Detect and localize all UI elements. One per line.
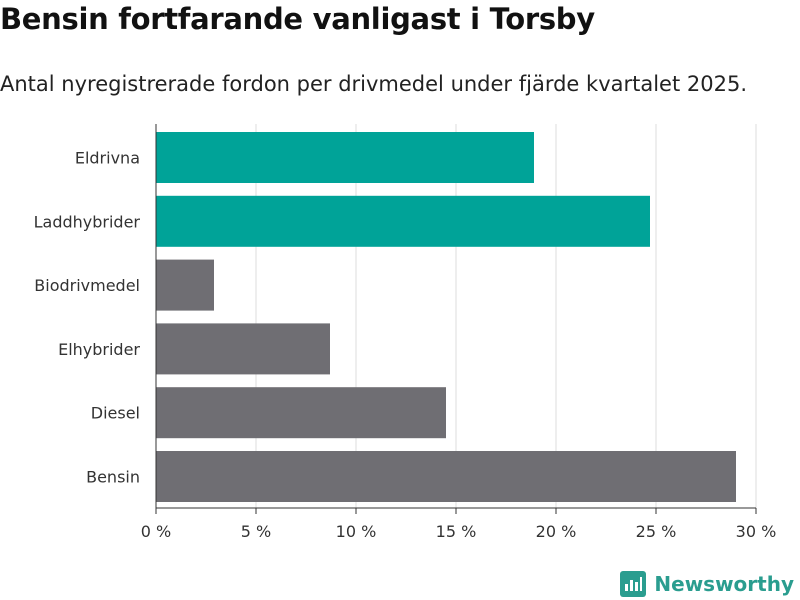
bar-biodrivmedel <box>156 259 214 311</box>
category-label: Laddhybrider <box>34 212 141 231</box>
x-tick-label: 30 % <box>736 522 777 541</box>
x-tick-label: 15 % <box>436 522 477 541</box>
x-tick-label: 0 % <box>141 522 171 541</box>
bar-eldrivna <box>156 132 534 183</box>
bar-laddhybrider <box>156 195 650 247</box>
category-label: Eldrivna <box>75 149 140 168</box>
gridlines <box>255 124 757 508</box>
newsworthy-logo-icon <box>620 571 647 597</box>
bar-bensin <box>156 451 736 502</box>
x-tick-label: 20 % <box>536 522 577 541</box>
category-labels: Eldrivna Laddhybrider Biodrivmedel Elhybrid… <box>34 149 141 487</box>
x-tick-label: 25 % <box>636 522 677 541</box>
chart-title: Bensin fortfarande vanligast i Torsby <box>0 2 595 36</box>
x-axis: 0 % 5 % 10 % 15 % 20 % 25 % 30 % <box>141 124 777 541</box>
category-label: Diesel <box>91 404 140 423</box>
bar-diesel <box>156 387 446 439</box>
bar-chart: Eldrivna Laddhybrider Biodrivmedel Elhybrid… <box>34 124 777 541</box>
x-tick-label: 5 % <box>241 522 271 541</box>
chart-subtitle: Antal nyregistrerade fordon per drivmede… <box>0 72 748 96</box>
brand-logo: Newsworthy <box>620 568 794 600</box>
brand-name: Newsworthy <box>654 572 794 596</box>
x-tick-label: 10 % <box>336 522 377 541</box>
category-label: Biodrivmedel <box>34 276 140 295</box>
category-label: Elhybrider <box>58 340 140 359</box>
bar-elhybrider <box>156 323 330 375</box>
bars <box>156 132 736 502</box>
category-label: Bensin <box>86 468 140 487</box>
